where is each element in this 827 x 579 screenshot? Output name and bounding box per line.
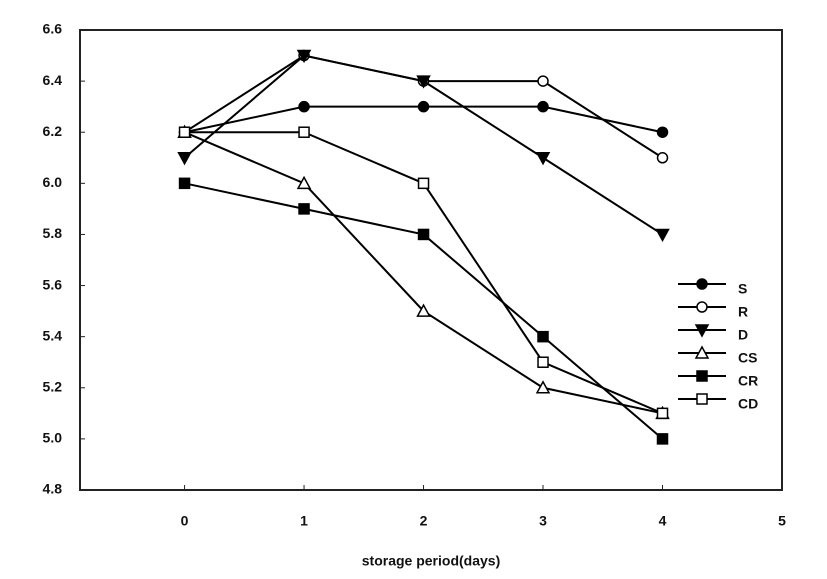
y-tick-label: 5.6 — [43, 276, 63, 292]
legend-label: D — [738, 327, 748, 343]
marker — [298, 203, 310, 215]
marker — [537, 100, 549, 113]
marker — [655, 228, 670, 243]
series-line — [184, 131, 663, 415]
x-tick-label: 0 — [181, 513, 189, 529]
x-tick-label: 5 — [778, 513, 786, 529]
legend-label: R — [738, 304, 748, 320]
legend-marker — [696, 301, 708, 313]
marker — [178, 126, 191, 138]
marker — [298, 100, 310, 113]
x-tick-label: 4 — [659, 513, 667, 529]
marker — [296, 49, 312, 64]
x-axis-label: storage period(days) — [362, 553, 500, 569]
y-tick-label: 6.6 — [43, 21, 63, 37]
y-tick-label: 5.8 — [43, 225, 63, 241]
x-tick-label: 1 — [300, 513, 308, 529]
marker — [417, 177, 430, 190]
marker — [416, 75, 431, 89]
marker — [298, 126, 310, 138]
marker — [177, 152, 192, 166]
marker — [416, 303, 431, 317]
marker — [417, 100, 430, 113]
legend-label: CS — [738, 350, 757, 366]
y-tick-label: 6.4 — [43, 72, 63, 88]
marker — [296, 175, 312, 190]
legend-marker — [696, 370, 708, 382]
x-tick-label: 3 — [539, 513, 547, 529]
plot-frame — [79, 29, 783, 491]
marker — [537, 75, 549, 87]
legend-label: CD — [738, 396, 758, 412]
marker — [656, 126, 669, 138]
x-tick-label: 2 — [420, 513, 428, 529]
series-line — [184, 131, 663, 415]
y-tick-label: 5.2 — [43, 378, 63, 394]
legend-label: S — [738, 281, 747, 297]
y-tick-label: 5.4 — [43, 327, 63, 343]
y-tick-label: 6.0 — [43, 174, 63, 190]
y-tick-label: 4.8 — [43, 481, 63, 497]
marker — [417, 228, 430, 241]
legend-marker — [696, 278, 708, 290]
legend-label: CR — [738, 373, 758, 389]
y-tick-label: 6.2 — [43, 123, 63, 139]
marker — [537, 330, 549, 343]
marker — [178, 177, 191, 190]
marker — [656, 407, 669, 420]
marker — [535, 380, 551, 394]
marker — [656, 433, 669, 445]
marker — [656, 152, 669, 164]
legend-marker — [696, 393, 708, 405]
legend-marker — [694, 345, 710, 359]
marker — [537, 356, 549, 368]
marker — [535, 152, 551, 166]
legend-marker — [694, 324, 710, 338]
y-tick-label: 5.0 — [43, 430, 63, 446]
